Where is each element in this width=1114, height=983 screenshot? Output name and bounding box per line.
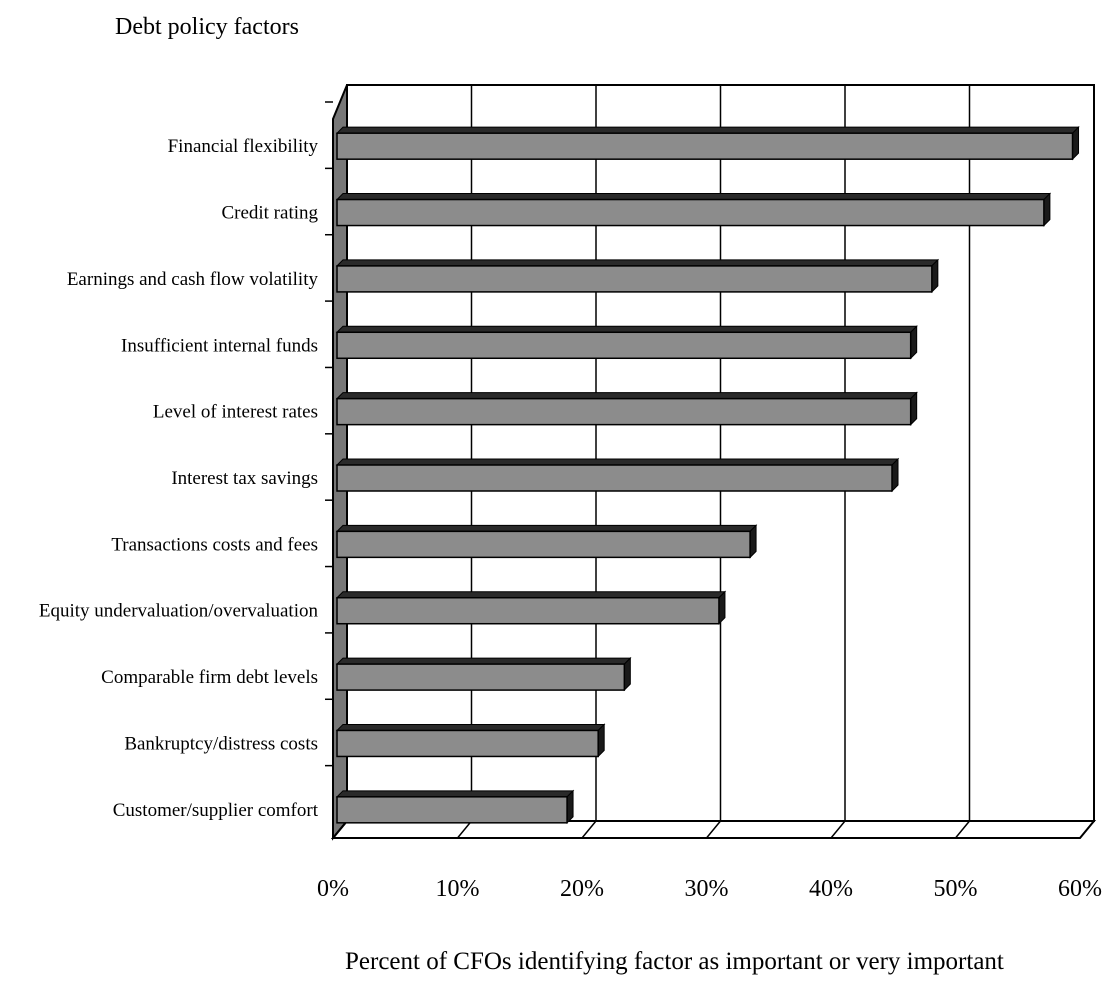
- bar-side: [910, 391, 918, 426]
- x-tick-label: 0%: [317, 876, 349, 902]
- floor-gridline: [705, 820, 722, 839]
- bar: [336, 530, 751, 559]
- bar-top: [335, 126, 1080, 134]
- bar-side: [891, 457, 899, 493]
- bar: [336, 397, 912, 426]
- x-tick-labels: 0% 10% 20% 30% 40% 50% 60%: [317, 876, 1102, 902]
- x-tick-label: 50%: [934, 876, 978, 902]
- category-label: Bankruptcy/distress costs: [124, 733, 318, 754]
- floor-gridline: [954, 820, 971, 839]
- bar: [336, 729, 599, 758]
- category-label: Credit rating: [221, 203, 318, 224]
- category-label: Level of interest rates: [153, 402, 318, 423]
- bar: [336, 198, 1045, 227]
- x-tick-label: 40%: [809, 876, 853, 902]
- x-axis-label: Percent of CFOs identifying factor as im…: [345, 948, 1004, 975]
- bar-top: [335, 458, 900, 466]
- x-tick-label: 20%: [560, 876, 604, 902]
- x-tick-label: 10%: [436, 876, 480, 902]
- bar: [336, 464, 893, 492]
- bar-side: [566, 789, 574, 825]
- category-label: Customer/supplier comfort: [113, 800, 319, 821]
- bar-side: [718, 590, 726, 625]
- floor-gridline: [332, 820, 348, 839]
- bar-top: [335, 259, 940, 267]
- floor-gridline: [456, 820, 473, 839]
- bar-side: [1072, 125, 1080, 161]
- bar-top: [335, 392, 918, 400]
- bar-top: [335, 325, 918, 333]
- bar-top: [335, 591, 727, 599]
- bar: [336, 596, 720, 625]
- bar-top: [335, 657, 632, 665]
- bar: [336, 663, 626, 691]
- category-label: Interest tax savings: [171, 468, 318, 489]
- bar: [336, 265, 933, 293]
- bar: [336, 331, 912, 360]
- bar-side: [597, 723, 605, 758]
- x-tick-label: 60%: [1058, 876, 1102, 902]
- bar: [336, 132, 1074, 160]
- category-label: Transactions costs and fees: [111, 534, 318, 555]
- category-label: Comparable firm debt levels: [101, 667, 318, 688]
- bar-side: [910, 325, 918, 360]
- category-label: Earnings and cash flow volatility: [67, 269, 319, 290]
- bars: [325, 101, 1080, 825]
- x-tick-label: 30%: [685, 876, 729, 902]
- floor-gridline: [581, 820, 597, 839]
- category-label: Financial flexibility: [168, 136, 319, 157]
- category-label: Equity undervaluation/overvaluation: [39, 601, 319, 622]
- bar-side: [931, 258, 939, 294]
- bar-top: [335, 193, 1052, 201]
- category-label: Insufficient internal funds: [121, 335, 318, 356]
- bar-side: [1043, 192, 1051, 227]
- floor-gridline: [830, 820, 846, 839]
- bar-top: [335, 790, 575, 798]
- bar-top: [335, 723, 606, 731]
- floor-gridline: [1079, 820, 1095, 839]
- category-labels: Financial flexibility Credit rating Earnin…: [39, 136, 319, 821]
- bar-top: [335, 524, 758, 532]
- chart-title: Debt policy factors: [115, 14, 299, 40]
- bar: [336, 796, 568, 824]
- bar-side: [623, 656, 631, 692]
- bar-side: [749, 524, 757, 559]
